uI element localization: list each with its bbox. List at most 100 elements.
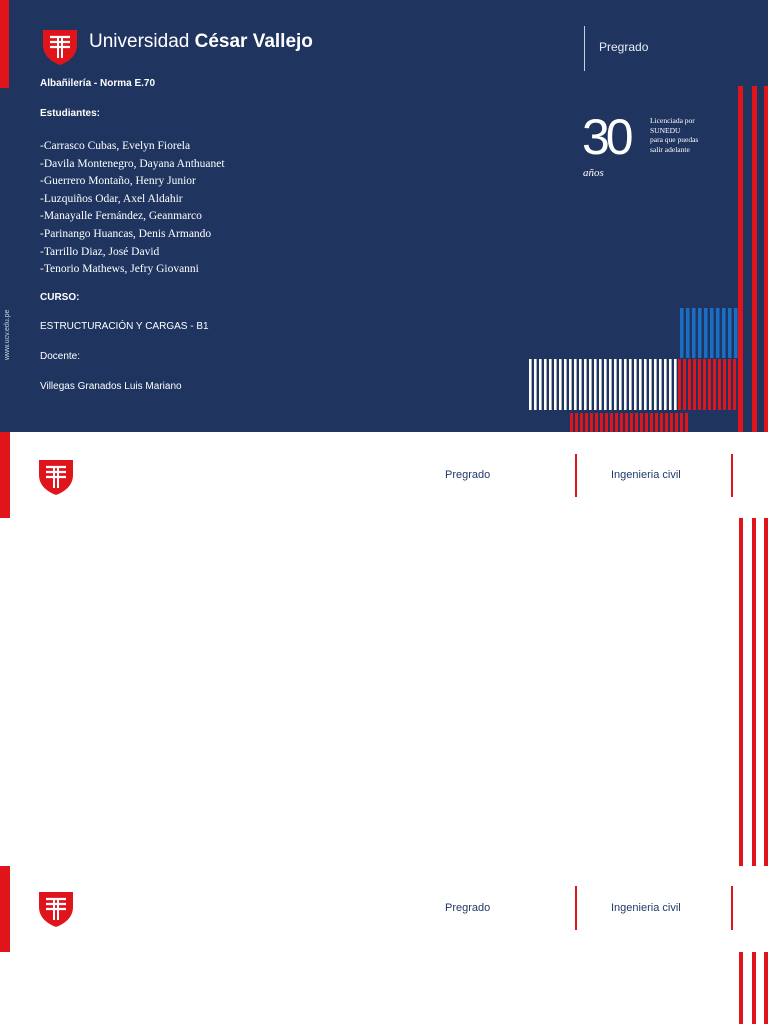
white-stripe [634, 359, 637, 410]
red-stripe [738, 86, 743, 432]
license-line: SUNEDU [650, 125, 681, 135]
students-heading: Estudiantes: [40, 108, 101, 119]
white-stripe [659, 359, 662, 410]
student-item: -Manayalle Fernández, Geanmarco [40, 210, 202, 223]
red-stripe [678, 359, 681, 410]
course-name: ESTRUCTURACIÓN Y CARGAS - B1 [40, 321, 209, 332]
red-stripe [650, 413, 653, 432]
red-stripe [708, 359, 711, 410]
red-stripe [585, 413, 588, 432]
red-stripe [660, 413, 663, 432]
red-stripe [752, 952, 756, 1024]
student-item: -Parinango Huancas, Denis Armando [40, 227, 212, 240]
red-stripe [610, 413, 613, 432]
red-accent-bar [0, 432, 10, 518]
student-item: -Davila Montenegro, Dayana Anthuanet [40, 157, 225, 170]
blue-stripe [698, 308, 702, 358]
pregrado-label: Pregrado [445, 469, 491, 481]
content-slide: Pregrado Ingenieria civil [0, 866, 768, 1024]
white-stripe [609, 359, 612, 410]
blue-stripe [686, 308, 690, 358]
header-divider [575, 454, 577, 497]
white-stripe [534, 359, 537, 410]
red-stripe [764, 952, 768, 1024]
header-divider [731, 454, 733, 497]
white-stripe [564, 359, 567, 410]
header-divider [731, 886, 733, 930]
header-divider [575, 886, 577, 930]
pregrado-label: Pregrado [599, 40, 649, 54]
teacher-heading: Docente: [40, 351, 81, 362]
red-stripe [739, 952, 743, 1024]
red-stripe [688, 359, 691, 410]
red-stripe [764, 86, 768, 432]
white-stripe [674, 359, 677, 410]
red-accent-bar [0, 0, 9, 88]
white-stripe [664, 359, 667, 410]
red-stripe [605, 413, 608, 432]
red-stripe [600, 413, 603, 432]
white-stripe [544, 359, 547, 410]
ucv-shield-logo-icon [43, 30, 77, 65]
white-stripe [554, 359, 557, 410]
red-stripe [752, 518, 756, 866]
program-label: Ingenieria civil [611, 902, 681, 914]
blue-stripe [692, 308, 696, 358]
blue-stripe [680, 308, 684, 358]
striped-graphic [529, 86, 768, 432]
red-stripe [670, 413, 673, 432]
red-stripe [615, 413, 618, 432]
red-stripe [575, 413, 578, 432]
ucv-shield-logo-icon [39, 892, 73, 927]
red-stripe [698, 359, 701, 410]
red-stripe [595, 413, 598, 432]
red-accent-bar [0, 866, 10, 952]
red-stripe [645, 413, 648, 432]
topic-title: Albañilería - Norma E.70 [40, 78, 156, 89]
red-stripe [620, 413, 623, 432]
red-stripe [635, 413, 638, 432]
red-stripe [693, 359, 696, 410]
red-stripes-right [739, 518, 768, 866]
red-stripe [683, 359, 686, 410]
white-stripe [619, 359, 622, 410]
red-stripe [640, 413, 643, 432]
students-list: -Carrasco Cubas, Evelyn Fiorela -Davila … [40, 138, 225, 279]
program-label: Ingenieria civil [611, 469, 681, 481]
red-stripe [630, 413, 633, 432]
blue-stripe [728, 308, 732, 358]
student-item: -Carrasco Cubas, Evelyn Fiorela [40, 140, 191, 152]
white-stripe [644, 359, 647, 410]
red-stripe [723, 359, 726, 410]
license-text: Licenciada por SUNEDU para que puedas sa… [650, 116, 698, 154]
white-stripe [649, 359, 652, 410]
white-stripe [654, 359, 657, 410]
red-stripe [685, 413, 688, 432]
ucv-shield-logo-icon [39, 460, 73, 495]
student-item: -Guerrero Montaño, Henry Junior [40, 175, 196, 188]
cover-slide: Universidad César Vallejo Pregrado www.u… [0, 0, 768, 432]
content-slide: Pregrado Ingenieria civil [0, 432, 768, 866]
student-item: -Tarrillo Diaz, José David [40, 245, 160, 258]
blue-stripe [704, 308, 708, 358]
white-stripe [639, 359, 642, 410]
pregrado-label: Pregrado [445, 902, 491, 914]
white-stripe [604, 359, 607, 410]
blue-stripe [734, 308, 738, 358]
red-stripe [713, 359, 716, 410]
white-stripe [584, 359, 587, 410]
white-stripe [614, 359, 617, 410]
anniversary-number: 30 [582, 109, 634, 165]
red-stripe [703, 359, 706, 410]
student-item: -Luzquiños Odar, Axel Aldahir [40, 192, 183, 205]
white-stripe [539, 359, 542, 410]
blue-stripe [710, 308, 714, 358]
red-stripe [675, 413, 678, 432]
blue-stripe [716, 308, 720, 358]
license-line: salir adelante [650, 144, 690, 154]
red-stripe [733, 359, 736, 410]
red-stripe [718, 359, 721, 410]
anniversary-word: años [583, 167, 604, 179]
red-stripe [655, 413, 658, 432]
blue-stripe [722, 308, 726, 358]
